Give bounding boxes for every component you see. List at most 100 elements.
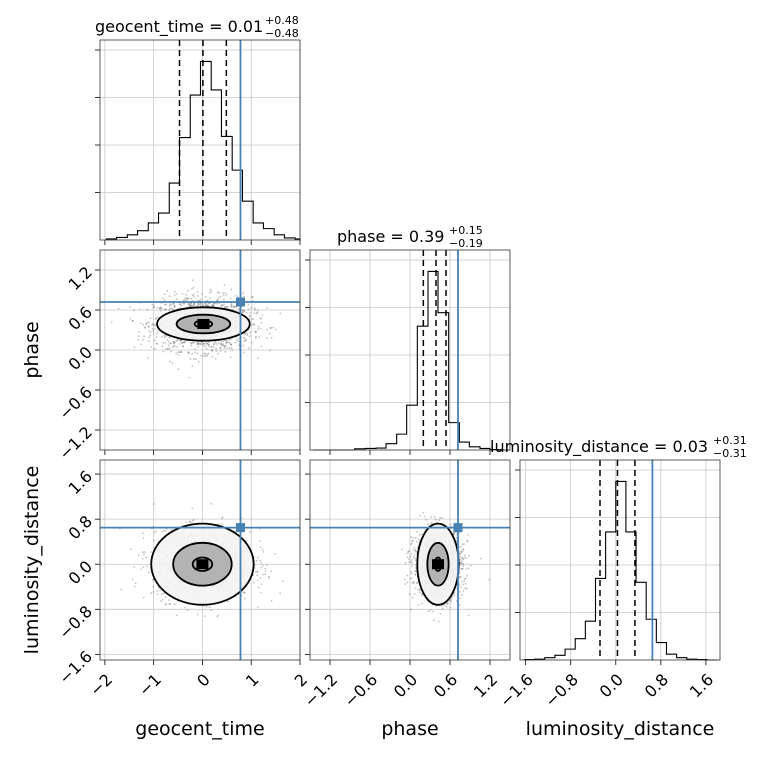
joint-phase-vs-luminosity-distance-sample	[414, 573, 416, 575]
joint-geocent-time-vs-phase-sample	[257, 328, 260, 331]
joint-phase-vs-luminosity-distance-sample	[465, 557, 468, 559]
joint-geocent-time-vs-phase-sample	[254, 337, 257, 339]
joint-phase-vs-luminosity-distance-sample	[422, 512, 424, 514]
joint-geocent-time-vs-luminosity-distance-sample	[264, 573, 267, 576]
joint-phase-vs-luminosity-distance-sample	[404, 583, 406, 585]
joint-phase-vs-luminosity-distance-sample	[416, 582, 418, 585]
joint-geocent-time-vs-phase-sample	[147, 321, 150, 324]
joint-geocent-time-vs-phase-sample	[156, 330, 159, 332]
joint-geocent-time-vs-phase-sample	[156, 307, 159, 309]
joint-geocent-time-vs-phase-sample	[194, 347, 197, 350]
joint-geocent-time-vs-phase-sample	[161, 297, 164, 300]
joint-geocent-time-vs-phase-sample	[189, 303, 192, 305]
joint-phase-vs-luminosity-distance-sample	[427, 610, 430, 613]
joint-phase-vs-luminosity-distance-sample	[412, 556, 415, 559]
joint-geocent-time-vs-phase-sample	[158, 307, 161, 310]
joint-geocent-time-vs-luminosity-distance-sample	[168, 603, 171, 606]
joint-geocent-time-vs-phase-sample	[251, 341, 253, 344]
joint-geocent-time-vs-phase-sample	[148, 329, 151, 332]
joint-geocent-time-vs-phase-sample	[259, 317, 262, 319]
joint-geocent-time-vs-phase-sample	[187, 351, 190, 354]
joint-phase-vs-luminosity-distance-sample	[459, 575, 462, 578]
joint-geocent-time-vs-phase-sample	[247, 308, 250, 311]
joint-phase-vs-luminosity-distance-sample	[462, 558, 465, 561]
joint-geocent-time-vs-phase-sample	[192, 341, 194, 344]
joint-geocent-time-vs-phase-sample	[216, 343, 219, 345]
x-tick-label-phase-3: 0.6	[430, 670, 461, 701]
joint-geocent-time-vs-phase-sample	[181, 341, 184, 344]
joint-geocent-time-vs-phase-sample	[168, 309, 171, 312]
joint-geocent-time-vs-luminosity-distance-sample	[142, 537, 145, 539]
joint-geocent-time-vs-phase-sample	[181, 339, 184, 342]
joint-geocent-time-vs-phase-sample	[218, 291, 220, 294]
joint-geocent-time-vs-phase-sample	[156, 342, 158, 345]
joint-geocent-time-vs-phase-sample	[166, 347, 169, 350]
joint-geocent-time-vs-phase-sample	[218, 302, 221, 305]
joint-phase-vs-luminosity-distance-sample	[450, 597, 453, 599]
joint-geocent-time-vs-luminosity-distance-sample	[243, 592, 246, 594]
marginal-title-phase: phase = 0.39	[337, 227, 444, 246]
joint-geocent-time-vs-luminosity-distance-sample	[260, 562, 262, 564]
joint-phase-vs-luminosity-distance-sample	[433, 619, 435, 622]
joint-phase-vs-luminosity-distance-sample	[408, 560, 411, 563]
joint-phase-vs-luminosity-distance-sample	[452, 533, 455, 535]
joint-phase-vs-luminosity-distance-sample	[460, 560, 463, 563]
joint-geocent-time-vs-phase-sample	[174, 305, 176, 308]
joint-geocent-time-vs-phase-sample	[230, 303, 233, 306]
joint-geocent-time-vs-luminosity-distance-sample	[205, 606, 208, 608]
joint-phase-vs-luminosity-distance-sample	[467, 614, 470, 617]
joint-phase-vs-luminosity-distance-sample	[464, 554, 466, 557]
joint-geocent-time-vs-luminosity-distance-sample	[256, 606, 259, 609]
joint-geocent-time-vs-luminosity-distance-sample	[143, 553, 145, 556]
joint-geocent-time-vs-phase-sample	[221, 304, 224, 307]
joint-geocent-time-vs-luminosity-distance-sample	[160, 593, 163, 596]
joint-geocent-time-vs-phase-sample	[197, 299, 200, 302]
joint-phase-vs-luminosity-distance-sample	[438, 519, 441, 522]
joint-geocent-time-vs-luminosity-distance-sample	[161, 598, 164, 601]
joint-geocent-time-vs-phase-sample	[147, 325, 150, 328]
joint-geocent-time-vs-phase-density-peak	[197, 319, 210, 329]
joint-geocent-time-vs-phase-sample	[205, 342, 208, 344]
joint-phase-vs-luminosity-distance-sample	[413, 593, 416, 595]
joint-geocent-time-vs-phase-sample	[215, 341, 217, 344]
joint-phase-vs-luminosity-distance-sample	[464, 578, 466, 580]
joint-geocent-time-vs-phase-sample	[195, 358, 197, 360]
joint-geocent-time-vs-phase-sample	[163, 293, 166, 295]
joint-geocent-time-vs-phase-sample	[193, 302, 196, 305]
joint-geocent-time-vs-phase-sample	[159, 306, 162, 308]
joint-geocent-time-vs-phase-sample	[175, 293, 178, 295]
joint-geocent-time-vs-luminosity-distance-sample	[169, 603, 172, 605]
joint-geocent-time-vs-phase-sample	[144, 327, 147, 329]
joint-geocent-time-vs-luminosity-distance-sample	[262, 573, 264, 576]
joint-phase-vs-luminosity-distance-sample	[431, 521, 433, 524]
joint-geocent-time-vs-luminosity-distance-sample	[143, 551, 146, 554]
joint-geocent-time-vs-phase-sample	[253, 312, 256, 314]
joint-geocent-time-vs-phase-sample	[223, 284, 226, 287]
joint-phase-vs-luminosity-distance-sample	[415, 564, 417, 567]
joint-geocent-time-vs-phase-sample	[197, 345, 200, 348]
joint-geocent-time-vs-luminosity-distance-sample	[220, 523, 223, 526]
marginal-phase-histogram	[313, 270, 510, 451]
joint-geocent-time-vs-phase-sample	[138, 331, 141, 333]
joint-geocent-time-vs-phase-sample	[196, 342, 198, 345]
joint-geocent-time-vs-phase-sample	[204, 302, 206, 305]
joint-geocent-time-vs-phase-sample	[213, 342, 215, 345]
marginal-luminosity-distance-histogram	[523, 480, 718, 661]
joint-phase-vs-luminosity-distance-density-peak	[432, 559, 444, 570]
joint-geocent-time-vs-phase-sample	[189, 305, 192, 307]
joint-geocent-time-vs-phase-sample	[166, 289, 169, 292]
joint-geocent-time-vs-phase-sample	[170, 342, 172, 345]
joint-geocent-time-vs-phase-sample	[224, 292, 227, 294]
joint-phase-vs-luminosity-distance-sample	[411, 577, 413, 580]
joint-geocent-time-vs-phase-sample	[161, 307, 164, 310]
joint-geocent-time-vs-luminosity-distance-sample	[148, 571, 150, 574]
joint-geocent-time-vs-phase-sample	[203, 342, 205, 345]
joint-geocent-time-vs-phase-sample	[220, 343, 222, 346]
joint-geocent-time-vs-phase-sample	[169, 360, 172, 363]
joint-geocent-time-vs-phase-sample	[139, 322, 142, 325]
joint-geocent-time-vs-phase-sample	[222, 292, 225, 295]
joint-geocent-time-vs-phase-sample	[216, 299, 219, 302]
joint-phase-vs-luminosity-distance-sample	[415, 550, 417, 553]
joint-geocent-time-vs-luminosity-distance-sample	[256, 571, 259, 573]
joint-geocent-time-vs-phase-sample	[193, 296, 196, 298]
